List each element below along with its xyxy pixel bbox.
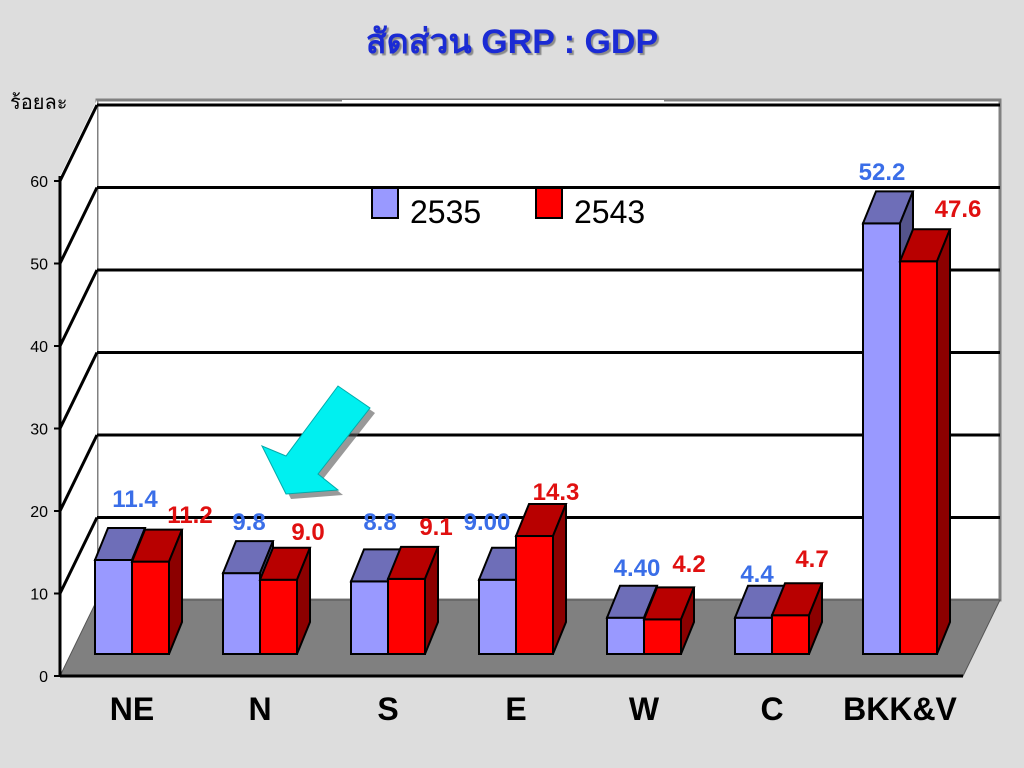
legend-box — [342, 100, 664, 270]
bar-side — [168, 529, 183, 655]
data-label: 4.40 — [614, 555, 661, 582]
gridline-side — [58, 269, 99, 347]
bar-front — [606, 616, 645, 656]
bar-front — [771, 614, 810, 655]
x-tick-label: N — [248, 691, 271, 727]
bar-front — [350, 580, 389, 656]
gridline-side — [58, 186, 99, 265]
x-tick-label: W — [629, 691, 660, 727]
legend-label: 2535 — [410, 194, 481, 230]
bar-front — [131, 560, 170, 655]
bar-front — [478, 578, 517, 655]
data-labels: 11.4 11.2 9.8 9.0 8.8 9.1 9.00 14.3 4.40 4.2 4.4 4.… — [112, 159, 981, 588]
data-label: 11.2 — [167, 502, 212, 529]
bars — [93, 190, 952, 656]
cyan-arrow — [260, 385, 371, 495]
y-tick-label: 30 — [30, 422, 48, 439]
bar-front — [734, 616, 773, 656]
y-tick-label: 10 — [30, 587, 48, 604]
bar-front — [94, 558, 133, 656]
chart-title: สัดส่วน GRP : GDP — [365, 23, 659, 61]
data-label: 9.0 — [291, 519, 324, 546]
data-label: 11.4 — [112, 486, 158, 513]
data-label: 14.3 — [533, 479, 580, 506]
bar-side — [680, 586, 695, 655]
axes: 0 10 20 30 40 50 60 NE N S E W C BKK&V — [30, 174, 963, 727]
y-tick-label: 20 — [30, 504, 48, 521]
bar-front — [643, 618, 682, 655]
legend-swatch — [371, 187, 399, 219]
legend-swatch — [535, 187, 563, 219]
y-tick-label: 0 — [39, 669, 48, 686]
x-tick-label: E — [505, 691, 526, 727]
arrow-annotation — [260, 385, 375, 499]
bar-front — [259, 578, 298, 655]
data-label: 4.2 — [672, 551, 705, 578]
bar-front — [222, 572, 261, 656]
data-label: 4.7 — [795, 546, 828, 573]
bar-front — [515, 535, 554, 656]
bar-side — [936, 228, 951, 655]
gridline-side — [58, 516, 99, 595]
bar-front — [862, 222, 901, 655]
x-tick-label: S — [377, 691, 398, 727]
bar-side — [424, 546, 439, 655]
legend: 2535 2543 — [342, 100, 664, 270]
bar-front — [387, 577, 426, 655]
data-label: 52.2 — [859, 159, 906, 186]
data-label: 9.1 — [419, 514, 452, 541]
y-tick-label: 40 — [30, 339, 48, 356]
x-tick-label: C — [760, 691, 783, 727]
gridline-side — [58, 434, 99, 512]
y-tick-label: 50 — [30, 257, 48, 274]
x-tick-label: NE — [110, 691, 154, 727]
data-label: 8.8 — [363, 509, 396, 536]
legend-label: 2543 — [574, 194, 645, 230]
x-tick-label: BKK&V — [843, 691, 957, 727]
data-label: 9.00 — [464, 509, 511, 536]
bar-front — [899, 260, 938, 655]
data-label: 9.8 — [232, 509, 265, 536]
y-tick-label: 60 — [30, 174, 48, 191]
gridline-side — [58, 351, 99, 430]
data-label: 47.6 — [935, 196, 982, 223]
bar-side — [296, 547, 311, 655]
gridline-side — [58, 104, 99, 182]
data-label: 4.4 — [740, 561, 774, 588]
bar-side — [552, 503, 567, 655]
y-axis-unit-label: ร้อยละ — [10, 92, 68, 114]
bar-side — [808, 582, 823, 655]
